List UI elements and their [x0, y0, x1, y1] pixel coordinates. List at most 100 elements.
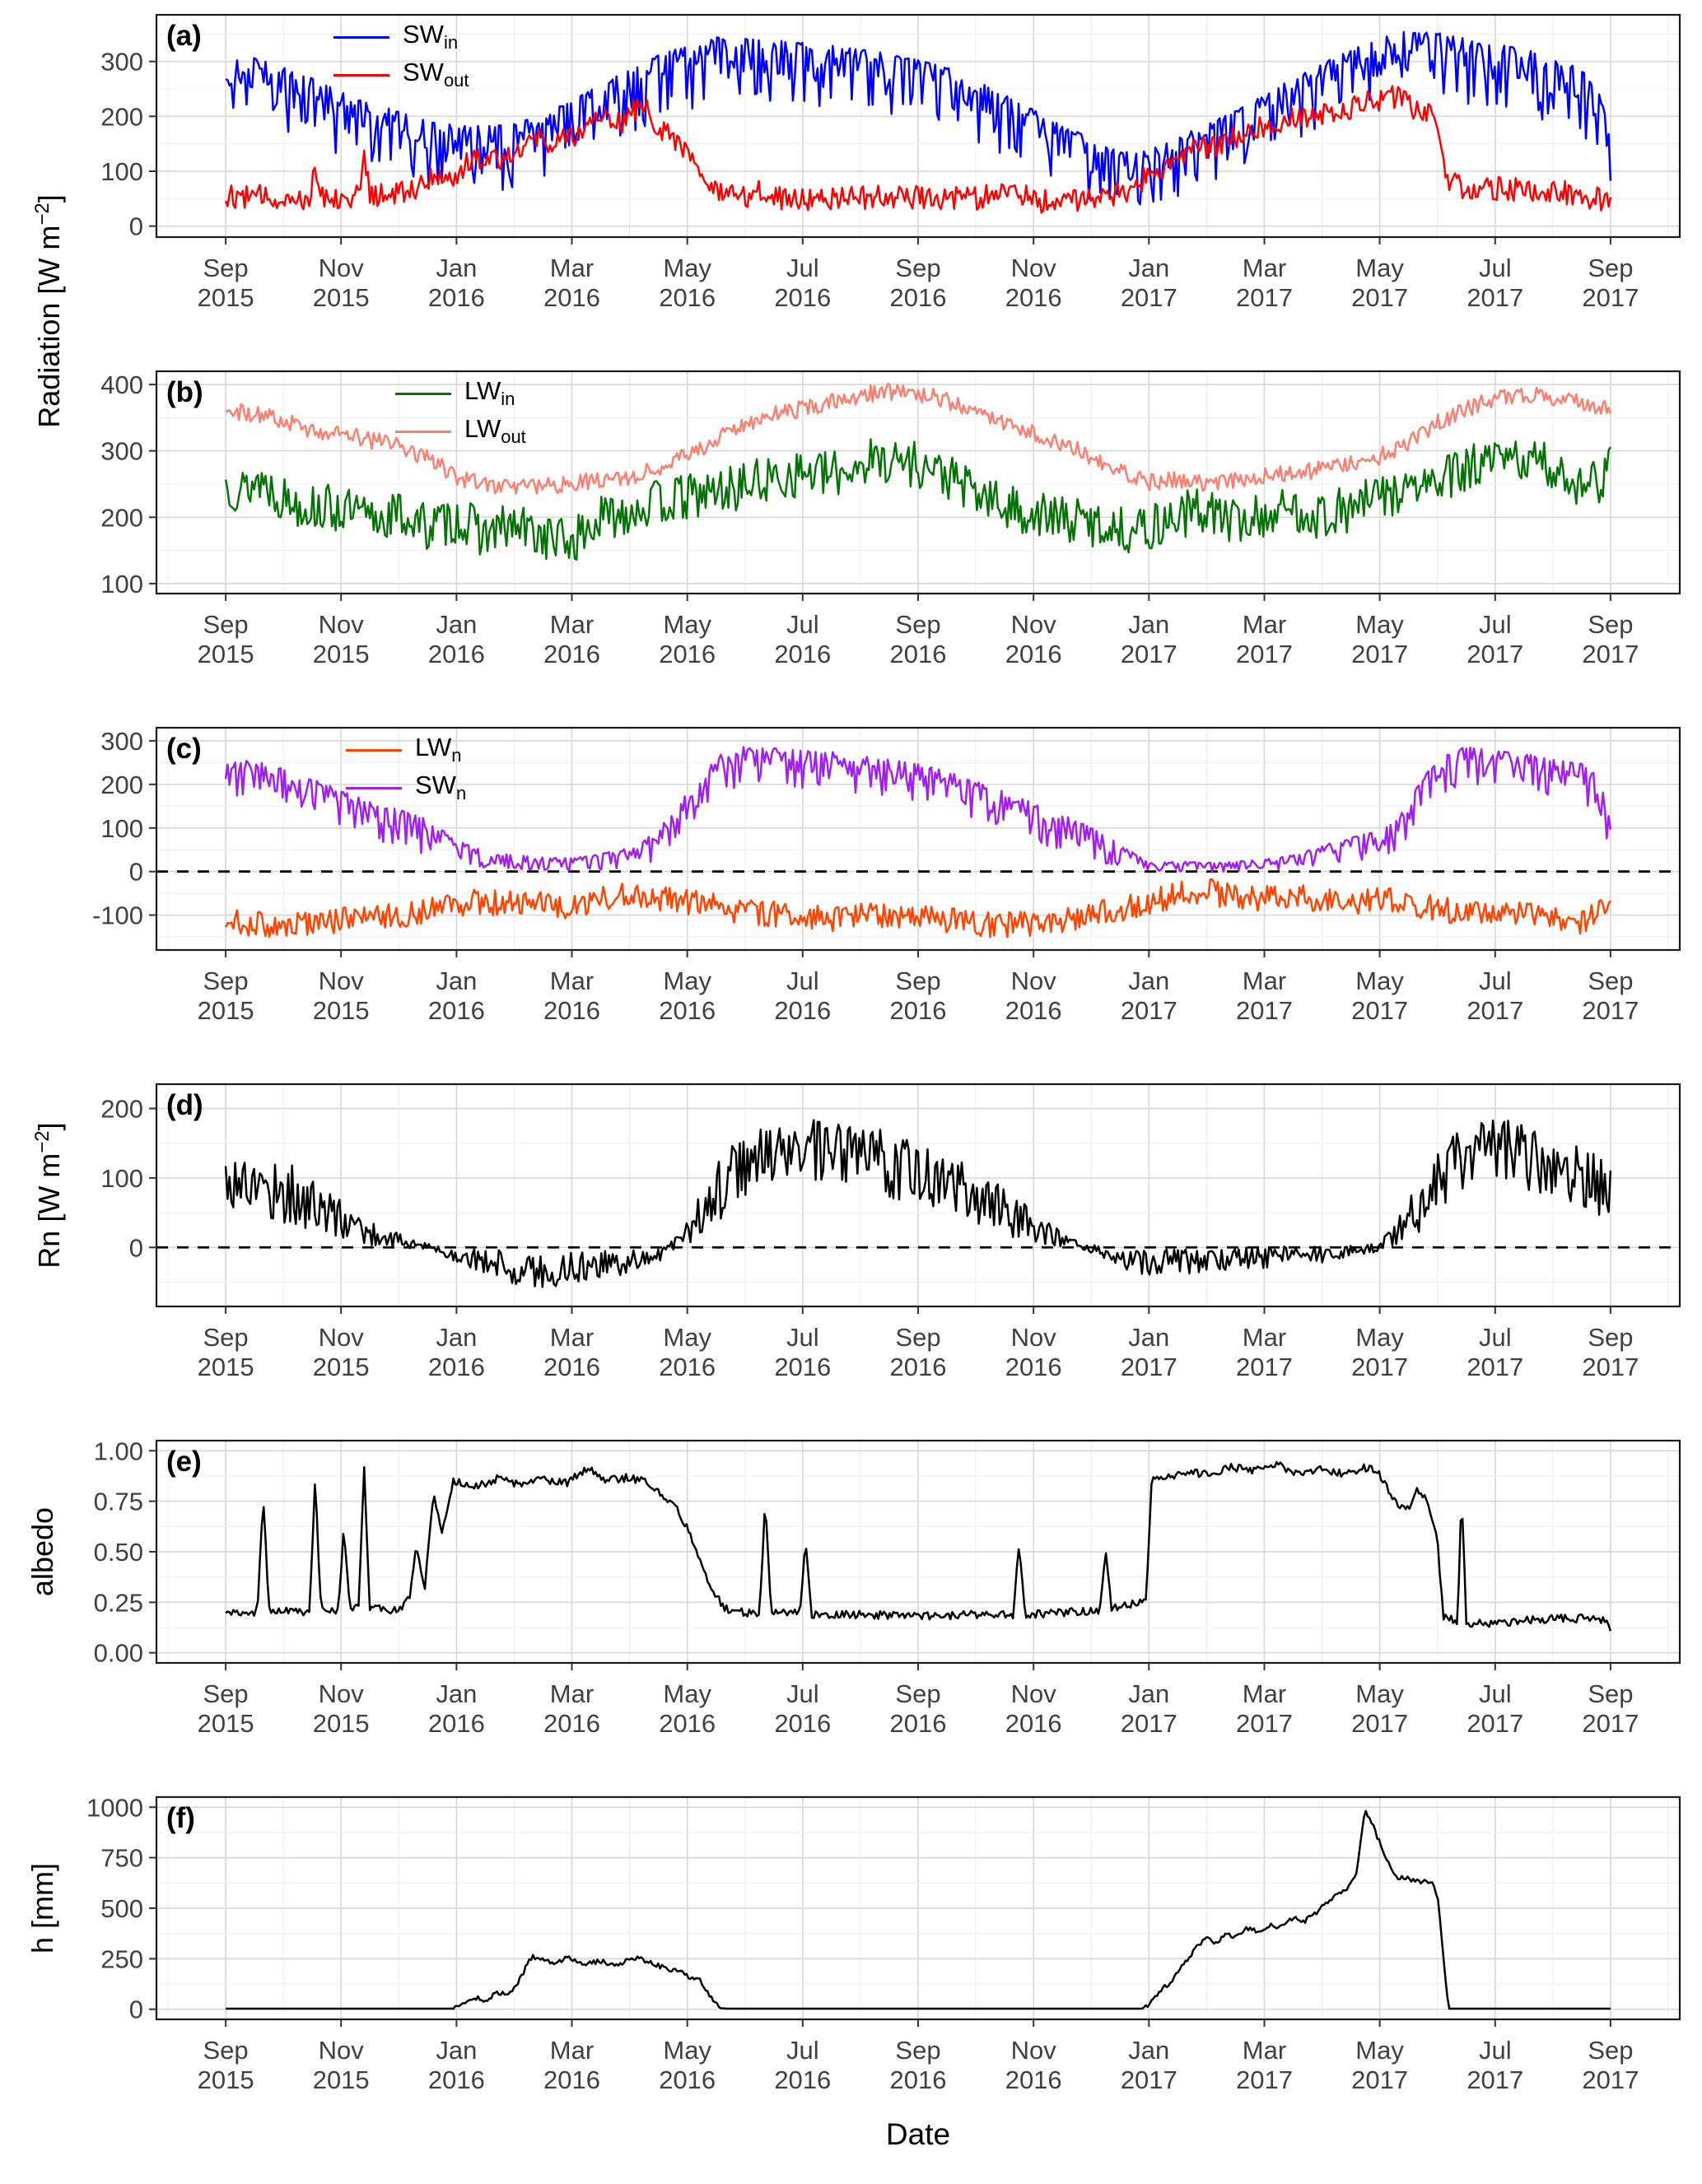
x-tick-year: 2015 [198, 2065, 254, 2094]
x-tick-year: 2017 [1351, 1353, 1408, 1381]
x-tick-year: 2016 [543, 996, 600, 1025]
x-tick-month: May [663, 2036, 711, 2065]
x-tick-year: 2016 [1005, 2065, 1062, 2094]
x-tick-month: May [663, 1323, 711, 1352]
x-tick-month: Jan [1128, 966, 1169, 995]
y-tick-label: 0 [129, 858, 143, 887]
x-tick-month: Sep [895, 610, 940, 639]
x-tick-month: Mar [1243, 1679, 1286, 1708]
x-tick-year: 2016 [428, 996, 485, 1025]
y-tick-label: 300 [100, 727, 143, 756]
x-tick-year: 2016 [890, 1353, 947, 1381]
x-tick-month: Sep [895, 966, 940, 995]
y-tick-label: 250 [100, 1944, 143, 1973]
x-tick-year: 2017 [1351, 283, 1408, 312]
x-tick-month: Jul [786, 254, 819, 282]
x-tick-month: Jan [1128, 1323, 1169, 1352]
x-tick-year: 2017 [1121, 1709, 1177, 1738]
x-tick-year: 2016 [774, 2065, 831, 2094]
y-tick-label: 0.50 [94, 1538, 143, 1567]
x-tick-month: Nov [1011, 2036, 1057, 2065]
x-tick-year: 2017 [1236, 996, 1293, 1025]
y-axis-label-radiation-close: ] [32, 194, 66, 203]
panel-tag-b: (b) [166, 376, 203, 408]
x-tick-year: 2017 [1582, 996, 1639, 1025]
x-tick-year: 2016 [543, 1709, 600, 1738]
x-tick-year: 2016 [774, 1353, 831, 1381]
x-tick-month: Mar [1243, 254, 1286, 282]
y-tick-label: 0.00 [94, 1639, 143, 1668]
x-tick-month: Sep [895, 254, 940, 282]
legend-panel-a: SWin SWout [333, 18, 469, 94]
x-tick-year: 2017 [1582, 1353, 1639, 1381]
x-tick-month: Sep [1588, 254, 1633, 282]
x-tick-year: 2017 [1351, 1709, 1408, 1738]
x-tick-month: Sep [203, 966, 249, 995]
x-tick-year: 2015 [313, 1709, 370, 1738]
y-tick-label: 300 [100, 437, 143, 466]
x-tick-year: 2017 [1467, 283, 1523, 312]
x-tick-month: May [1355, 610, 1404, 639]
x-tick-year: 2017 [1582, 283, 1639, 312]
legend-item-lw-n: LWn [346, 731, 466, 769]
y-tick-label: 100 [100, 1164, 143, 1193]
x-tick-year: 2016 [774, 996, 831, 1025]
x-tick-year: 2016 [659, 2065, 716, 2094]
x-tick-year: 2017 [1236, 1353, 1293, 1381]
y-axis-label-radiation-text: Radiation [W m [32, 225, 66, 428]
x-tick-month: Jul [1479, 2036, 1512, 2065]
legend-key-sw-out [333, 73, 389, 77]
legend-item-sw-out: SWout [333, 56, 469, 94]
y-axis-label-rn-sup: −2 [31, 1130, 54, 1153]
x-tick-month: Mar [1243, 966, 1286, 995]
x-tick-year: 2016 [543, 2065, 600, 2094]
x-tick-year: 2016 [543, 1353, 600, 1381]
x-tick-month: Mar [1243, 1323, 1286, 1352]
x-tick-year: 2016 [543, 283, 600, 312]
legend-label-lw-n: LWn [415, 733, 462, 766]
x-tick-month: Sep [895, 1679, 940, 1708]
x-tick-year: 2016 [543, 640, 600, 668]
x-tick-month: Nov [319, 254, 365, 282]
x-tick-year: 2015 [198, 996, 254, 1025]
x-tick-month: May [663, 966, 711, 995]
x-tick-year: 2016 [774, 1709, 831, 1738]
x-tick-year: 2016 [890, 996, 947, 1025]
x-tick-year: 2017 [1351, 640, 1408, 668]
y-axis-label-rn-close: ] [32, 1122, 66, 1131]
x-tick-month: Jan [1128, 1679, 1169, 1708]
legend-label-lw-out: LWout [464, 414, 526, 448]
x-tick-month: Nov [1011, 254, 1057, 282]
x-tick-month: Jul [1479, 1679, 1512, 1708]
x-tick-year: 2017 [1467, 996, 1523, 1025]
x-tick-year: 2017 [1582, 640, 1639, 668]
x-tick-month: Nov [1011, 610, 1057, 639]
panel-d: Sep2015Nov2015Jan2016Mar2016May2016Jul20… [100, 1083, 1681, 1381]
series-LW_in [224, 438, 1611, 561]
panel-c: Sep2015Nov2015Jan2016Mar2016May2016Jul20… [92, 726, 1681, 1025]
x-tick-month: Jul [1479, 610, 1512, 639]
x-tick-month: Jul [1479, 966, 1512, 995]
panel-tag-e: (e) [166, 1446, 202, 1478]
x-tick-year: 2017 [1582, 1709, 1639, 1738]
x-tick-year: 2016 [1005, 996, 1062, 1025]
x-tick-year: 2016 [890, 283, 947, 312]
x-tick-year: 2017 [1236, 1709, 1293, 1738]
x-tick-year: 2016 [890, 2065, 947, 2094]
x-tick-year: 2016 [1005, 1709, 1062, 1738]
x-tick-month: Nov [1011, 1679, 1057, 1708]
y-tick-label: 0 [129, 212, 143, 241]
x-tick-year: 2016 [1005, 283, 1062, 312]
x-tick-year: 2016 [659, 283, 716, 312]
legend-item-lw-out: LWout [395, 412, 526, 450]
x-tick-year: 2017 [1467, 640, 1523, 668]
x-tick-year: 2016 [659, 640, 716, 668]
x-tick-month: Mar [550, 2036, 594, 2065]
y-tick-label: 300 [100, 48, 143, 77]
legend-item-sw-in: SWin [333, 18, 469, 56]
x-tick-month: Mar [1243, 2036, 1286, 2065]
series-albedo [225, 1460, 1612, 1632]
panel-tag-f: (f) [166, 1802, 195, 1834]
x-tick-year: 2016 [659, 1353, 716, 1381]
